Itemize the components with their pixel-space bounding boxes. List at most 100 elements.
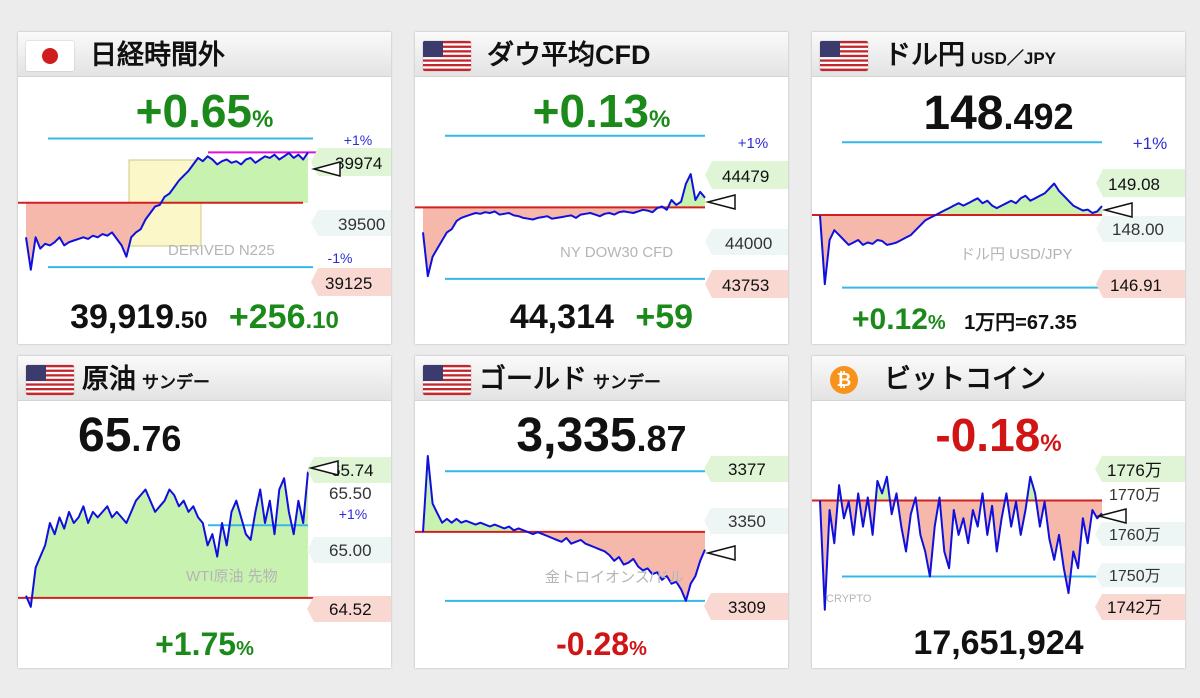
watermark: DERIVED N225 [168,242,275,259]
us-flag-icon [423,365,471,395]
current-price-marker-icon [705,194,736,210]
area-below-reference [423,207,668,277]
change-percent: -0.28% [556,626,647,662]
area-above-reference [161,152,308,203]
tag-mid-label: 39500 [338,215,385,234]
tag-1750 [1095,563,1185,587]
current-price-marker-icon [308,460,339,476]
price-series-line [25,471,309,608]
current-price-marker-icon [1102,202,1133,218]
card-header: 日経時間外 [18,32,391,77]
watermark: 金トロイオンス/ドル [545,569,684,586]
tag-mid-label: 3350 [728,512,766,531]
price-chart: CRYPTO 1776万 1770万 1760万 1750万 1742万 [812,456,1185,620]
card-gold[interactable]: ゴールド サンデー 3,335.87 金トロイオンス/ドル 3377 3350 3… [415,356,788,668]
card-header: ドル円 USD／JPY [812,32,1185,77]
tag-mid2 [307,537,391,563]
price-series-line [422,455,706,602]
card-title: 原油 サンデー [82,364,210,394]
price-footer: 44,314 +59 [509,298,694,336]
card-title: 日経時間外 [90,40,225,70]
current-price-marker-icon [1096,508,1127,524]
tag-top [705,161,788,189]
area-above-reference [26,471,308,598]
band-label-lower: -1% [328,250,353,266]
card-header: 原油 サンデー [18,356,391,401]
tag-mid2-label: 65.00 [329,541,372,560]
area-below-reference [423,531,705,601]
change-percent: +0.65% [135,85,274,137]
area-above-reference [423,456,528,532]
card-title: ダウ平均CFD [487,40,651,70]
current-price-marker-icon [705,545,736,561]
tag-top [704,456,788,482]
change-percent: +1.75% [155,626,254,662]
area-below-reference [820,500,1102,610]
card-header: ゴールド サンデー [415,356,788,401]
price-series-line [25,151,309,271]
price-series-line [819,475,1103,611]
tag-bottom-label: 1742万 [1107,598,1162,617]
watermark: NY DOW30 CFD [560,244,673,261]
tag-bottom-label: 3309 [728,598,766,617]
tag-bottom [705,270,788,298]
tag-bottom-label: 64.52 [329,600,372,619]
tag-top-label: 44479 [722,167,769,186]
us-flag-icon [26,365,74,395]
tag-1760-label: 1760万 [1109,527,1161,544]
jp-flag-icon [26,41,74,71]
price-chart: ドル円 USD/JPY +1% 149.08 148.00 146.91 [812,134,1185,298]
area-below-reference [26,202,308,270]
area-above-reference [935,183,1102,215]
price-chart: WTI原油 先物 +1% 65.74 65.50 65.00 64.52 [18,457,391,622]
tag-bottom [704,593,788,620]
tag-mid [705,229,788,255]
bitcoin-logo-icon: ₿ [830,366,858,394]
card-dow[interactable]: ダウ平均CFD +0.13% NY DOW30 CFD +1% 44479 44… [415,32,788,344]
card-header: ₿ ビットコイン [812,356,1185,401]
card-usdjpy[interactable]: ドル円 USD／JPY 148.492 ドル円 USD/JPY +1% 149.0… [812,32,1185,344]
tag-bottom [1095,594,1185,620]
watermark: CRYPTO [826,593,872,605]
watermark: WTI原油 先物 [186,568,278,585]
tag-top-label: 39974 [335,154,382,173]
area-below-reference [820,214,1102,285]
price-series-line [422,173,706,278]
card-title: ドル円 USD／JPY [884,40,1057,70]
tag-mid-label: 148.00 [1112,220,1164,239]
band-label-upper: +1% [738,135,768,152]
price-headline: 148.492 [923,87,1074,140]
card-bitcoin[interactable]: ₿ ビットコイン -0.18% CRYPTO 1776万 1770万 1760万… [812,356,1185,668]
tag-top-label: 3377 [728,460,766,479]
tag-mid-label: 65.50 [329,484,372,503]
tag-mid-label: 44000 [725,234,772,253]
tag-bottom [311,268,391,296]
tag-bottom [1096,270,1185,298]
card-nikkei[interactable]: 日経時間外 +0.65% DERIVED N225 +1% -1% 39974 … [18,32,391,344]
price-chart: DERIVED N225 +1% -1% 39974 39500 39125 [18,132,391,296]
card-title: ゴールド サンデー [479,364,661,394]
price-headline: 65.76 [78,409,182,462]
band-label-upper: +1% [339,506,367,522]
tag-bottom-label: 146.91 [1110,276,1162,295]
tag-bottom [307,596,391,622]
tag-bottom-label: 39125 [325,274,372,293]
price-footer: 17,651,924 [913,624,1084,662]
tag-top-label: 1776万 [1107,461,1162,480]
price-chart: NY DOW30 CFD +1% 44479 44000 43753 [415,134,788,298]
price-footer: +0.12% 1万円=67.35 [852,303,1077,336]
card-crude-oil[interactable]: 原油 サンデー 65.76 WTI原油 先物 +1% 65.74 65.50 65… [18,356,391,668]
card-header: ダウ平均CFD [415,32,788,77]
svg-text:₿: ₿ [837,370,852,391]
price-chart: 金トロイオンス/ドル 3377 3350 3309 [415,455,788,620]
tag-bottom-label: 43753 [722,276,769,295]
band-label-upper: +1% [1133,134,1168,153]
price-headline: 3,335.87 [516,409,687,462]
price-footer: 39,919.50 +256.10 [70,298,339,336]
change-percent: -0.18% [935,409,1062,461]
tag-1770-label: 1770万 [1109,487,1161,504]
card-title: ビットコイン [884,364,1046,394]
us-flag-icon [423,41,471,71]
us-flag-icon [820,41,868,71]
tag-top [1096,169,1185,197]
